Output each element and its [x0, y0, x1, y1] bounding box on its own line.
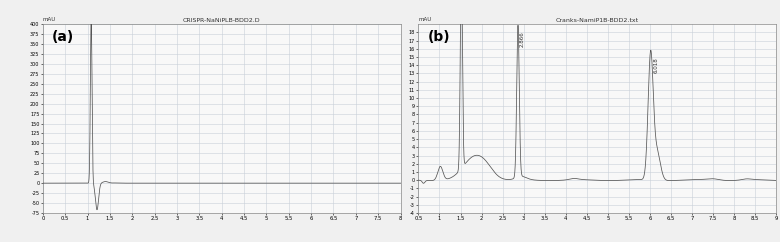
Text: mAU: mAU: [418, 17, 431, 22]
Title: CRISPR-NaNiPLB-BDD2.D: CRISPR-NaNiPLB-BDD2.D: [183, 18, 261, 23]
Text: (a): (a): [51, 30, 74, 44]
Text: 2.866: 2.866: [519, 31, 525, 46]
Title: Cranks-NamiP1B-BDD2.txt: Cranks-NamiP1B-BDD2.txt: [555, 18, 639, 23]
Text: 6.018: 6.018: [653, 57, 658, 73]
Text: (b): (b): [427, 30, 450, 44]
Text: mAU: mAU: [43, 17, 56, 22]
